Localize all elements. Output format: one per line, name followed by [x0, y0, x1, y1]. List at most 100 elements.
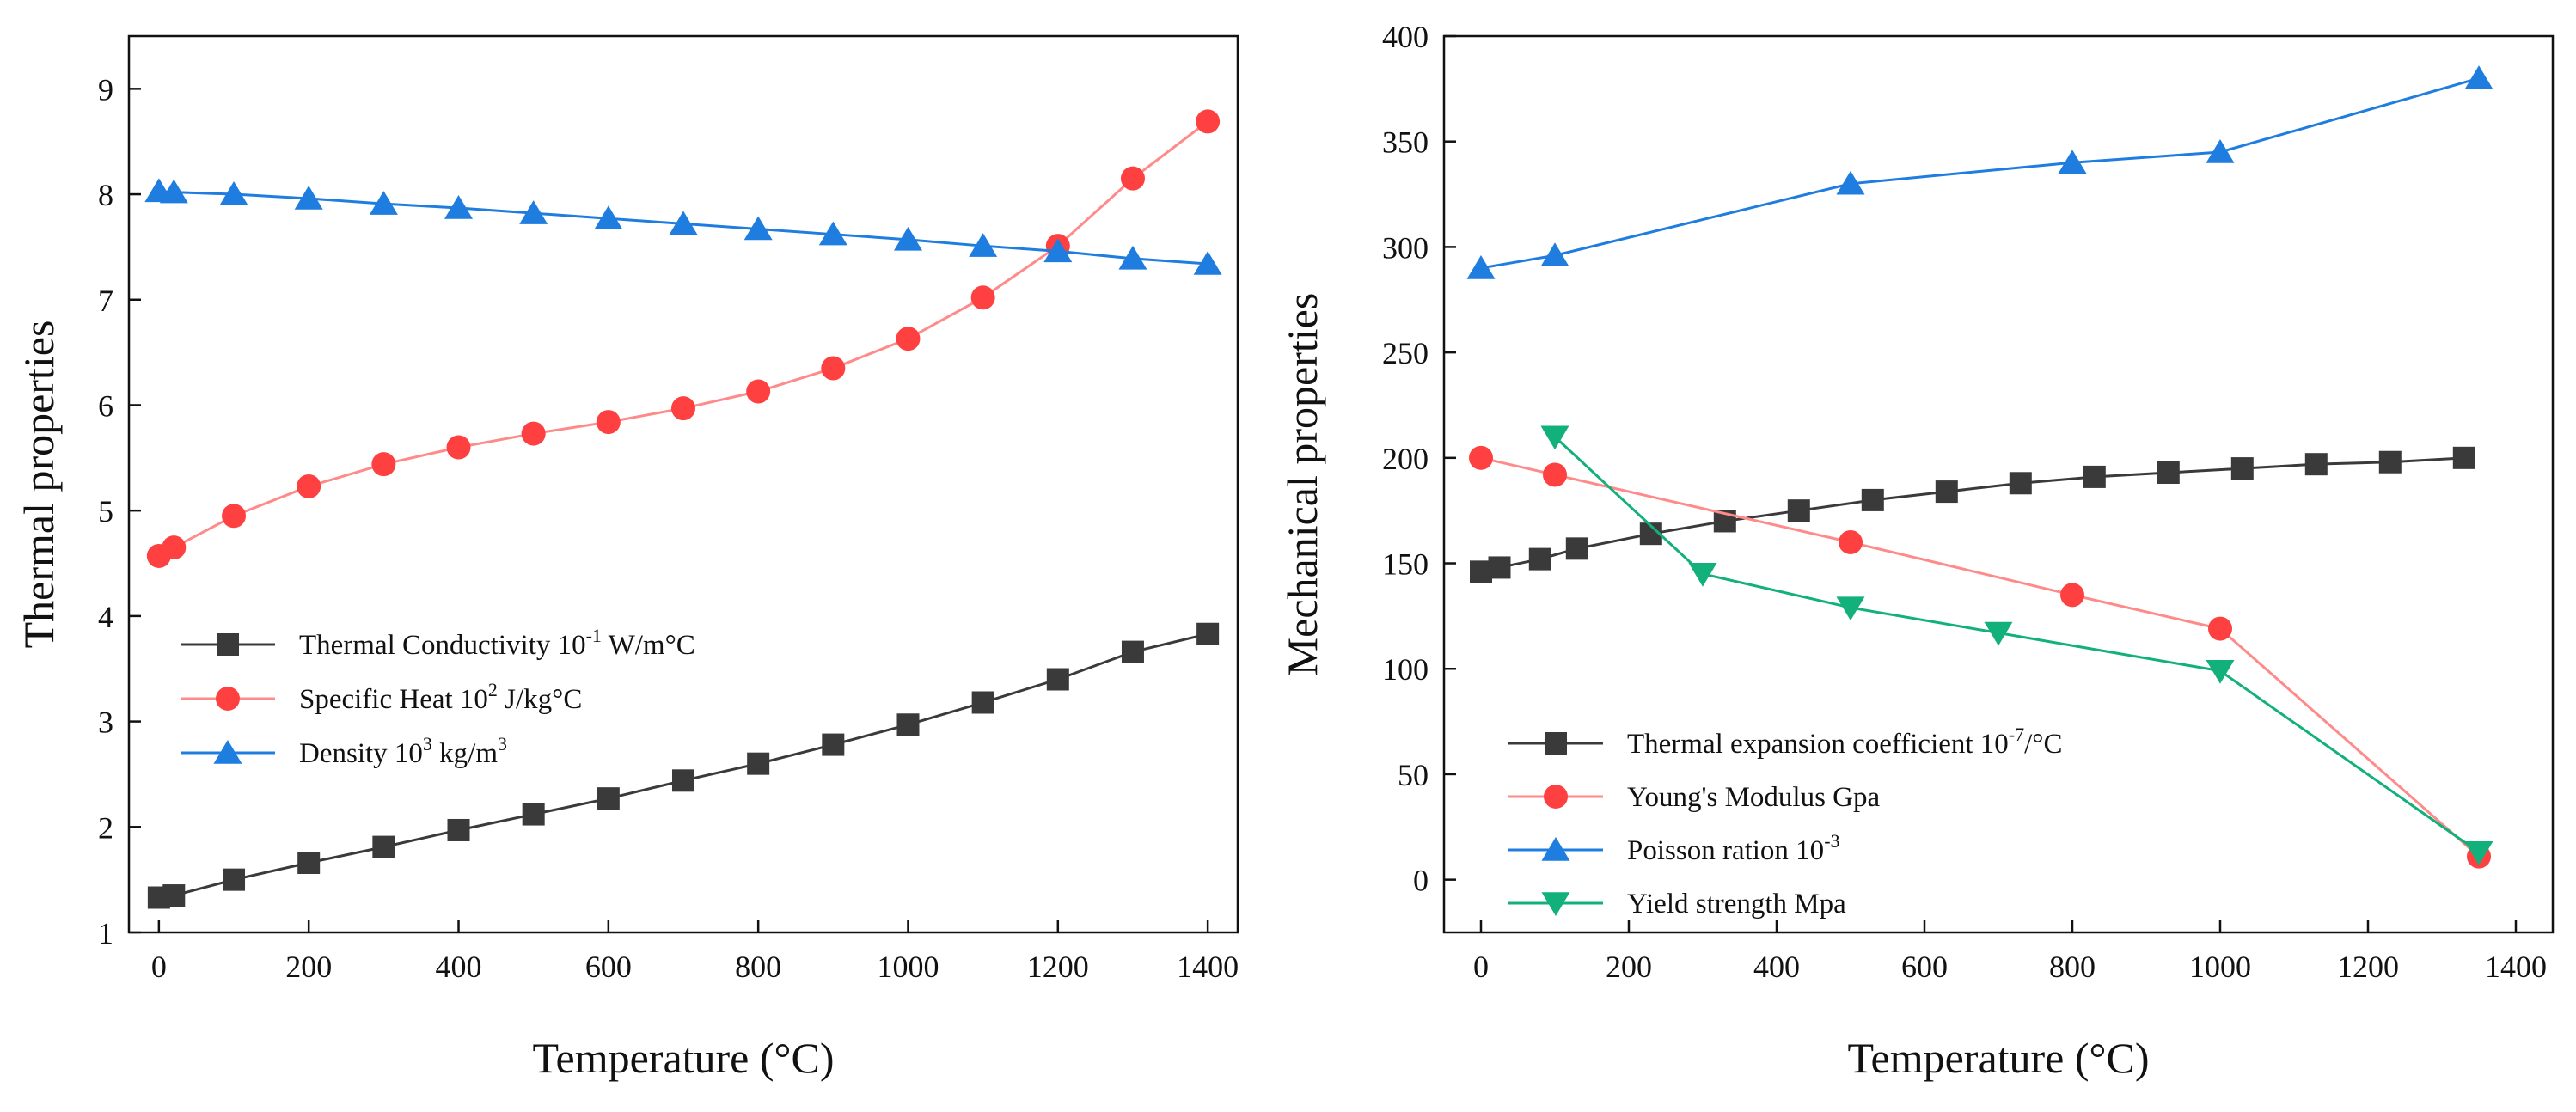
y-axis-title: Mechanical properties [1278, 293, 1326, 676]
data-point [2058, 150, 2087, 174]
data-point [1688, 563, 1717, 587]
y-tick-label: 7 [98, 284, 113, 318]
data-point [893, 226, 922, 251]
data-point [2378, 450, 2402, 474]
data-point [297, 474, 321, 498]
data-point [671, 396, 695, 421]
data-point [371, 452, 396, 477]
data-point [1466, 254, 1496, 279]
legend-marker [216, 687, 240, 711]
legend-entry-label: Specific Heat 102 J/kg°C [299, 679, 582, 715]
x-tick-label: 1400 [2485, 950, 2547, 984]
series-young-s-modulus [1469, 445, 2491, 869]
data-point [1118, 245, 1147, 270]
y-tick-label: 300 [1382, 230, 1429, 265]
data-point [162, 535, 187, 560]
x-tick-label: 600 [1901, 950, 1948, 984]
legend: Thermal Conductivity 10-1 W/m°C Specific … [181, 625, 695, 769]
series-line [1553, 436, 2480, 853]
series-thermal-conductivity [147, 622, 1220, 909]
data-point [669, 211, 698, 235]
legend-marker [217, 633, 239, 656]
data-point [1469, 445, 1493, 470]
data-point [1196, 622, 1220, 645]
x-tick-label: 1000 [2189, 950, 2251, 984]
data-point [1540, 242, 1569, 266]
legend-entry-label: Thermal Conductivity 10-1 W/m°C [299, 625, 695, 661]
y-tick-label: 150 [1382, 547, 1429, 582]
plot-frame [1442, 34, 2555, 934]
series-thermal-expansion-coefficient [1470, 446, 2475, 583]
data-point [822, 733, 845, 756]
x-axis-title: Temperature (°C) [532, 1034, 834, 1082]
data-point [1488, 556, 1511, 579]
data-point [1836, 596, 1865, 621]
legend-marker [1544, 785, 1568, 809]
data-point [594, 205, 623, 230]
thermal-properties-chart: 0 200 400 600 800 1000 1200 1400 1 2 3 4 5 6 7 8 9 Temper… [15, 34, 1239, 1082]
data-point [1046, 668, 1069, 691]
data-point [519, 200, 548, 224]
y-tick-label: 8 [98, 178, 113, 212]
x-tick-label: 400 [1753, 950, 1800, 984]
x-tick-label: 600 [585, 950, 632, 984]
x-tick-label: 1000 [877, 950, 939, 984]
data-point [2464, 840, 2493, 865]
y-tick-label: 400 [1382, 20, 1429, 54]
data-point [2206, 659, 2235, 684]
series-line [1480, 456, 2480, 858]
series-density [144, 178, 1222, 275]
y-tick-label: 6 [98, 388, 113, 423]
data-point [2060, 583, 2084, 608]
series-line [158, 120, 1209, 558]
data-point [447, 818, 470, 841]
data-point [1196, 109, 1221, 134]
x-tick-label: 200 [1606, 950, 1652, 984]
plot-frame [127, 34, 1239, 934]
series-yield-strength [1540, 425, 2493, 865]
x-tick-label: 800 [2049, 950, 2096, 984]
data-point [294, 185, 323, 210]
series-line [1480, 76, 2480, 270]
data-point [1984, 621, 2013, 646]
data-point [222, 504, 247, 529]
data-point [597, 787, 620, 810]
series-line [1480, 456, 2464, 573]
legend-entry-label: Thermal expansion coefficient 10-7/°C [1627, 724, 2063, 760]
data-point [2230, 457, 2254, 480]
data-point [1861, 488, 1884, 511]
y-axis-title: Thermal properties [15, 321, 63, 649]
x-tick-label: 200 [285, 950, 332, 984]
data-point [1839, 529, 1863, 554]
data-point [746, 379, 771, 404]
x-tick-label: 1200 [2337, 950, 2399, 984]
y-tick-label: 100 [1382, 652, 1429, 687]
data-point [2206, 138, 2235, 163]
data-point [2304, 453, 2328, 476]
data-point [1935, 480, 1958, 504]
legend-marker [1541, 892, 1570, 916]
series-poisson-ration [1466, 65, 2493, 279]
data-point [896, 327, 921, 351]
data-point [369, 191, 398, 215]
series-line [158, 189, 1208, 266]
data-point [1528, 547, 1551, 571]
y-tick-label: 9 [98, 72, 113, 107]
y-tick-label: 5 [98, 494, 113, 529]
data-point [818, 221, 847, 246]
x-tick-label: 800 [735, 950, 781, 984]
data-point [223, 868, 246, 891]
legend-entry-label: Young's Modulus Gpa [1627, 782, 1881, 813]
data-point [970, 285, 995, 310]
data-point [1543, 462, 1567, 487]
legend-marker [1541, 837, 1570, 861]
y-tick-label: 200 [1382, 442, 1429, 476]
data-point [596, 410, 621, 435]
y-tick-label: 250 [1382, 336, 1429, 370]
data-point [162, 884, 186, 907]
data-point [521, 421, 546, 446]
x-axis-title: Temperature (°C) [1847, 1034, 2149, 1082]
data-point [1193, 251, 1222, 275]
data-point [372, 835, 395, 858]
